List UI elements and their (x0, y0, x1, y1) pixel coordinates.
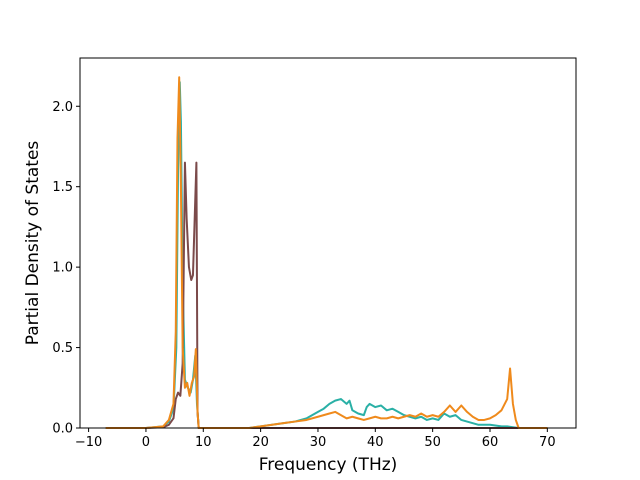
y-axis-title: Partial Density of States (23, 141, 43, 346)
x-tick-label: 50 (424, 435, 441, 450)
plot-frame (79, 57, 577, 429)
x-tick-label: 10 (195, 435, 212, 450)
y-tick-label: 1.5 (52, 180, 73, 195)
x-tick-label: −10 (75, 435, 102, 450)
y-tick-label: 1.0 (52, 261, 73, 276)
x-tick-label: 30 (310, 435, 327, 450)
y-tick-label: 0.5 (52, 341, 73, 356)
x-tick-label: 40 (367, 435, 384, 450)
y-axis: 0.0 0.5 1.0 1.5 2.0 (52, 100, 80, 437)
series-layer (105, 76, 548, 429)
x-axis-title: Frequency (THz) (259, 455, 398, 475)
series-line-3 (105, 76, 548, 429)
y-tick-label: 0.0 (52, 422, 73, 437)
x-tick-label: 60 (482, 435, 499, 450)
x-axis: −10 0 10 20 30 40 50 60 70 (75, 428, 556, 450)
series-line-2 (105, 161, 548, 429)
x-tick-label: 20 (252, 435, 269, 450)
x-tick-label: 0 (142, 435, 150, 450)
y-tick-label: 2.0 (52, 100, 73, 115)
x-tick-label: 70 (539, 435, 556, 450)
series-line-1 (105, 81, 548, 429)
